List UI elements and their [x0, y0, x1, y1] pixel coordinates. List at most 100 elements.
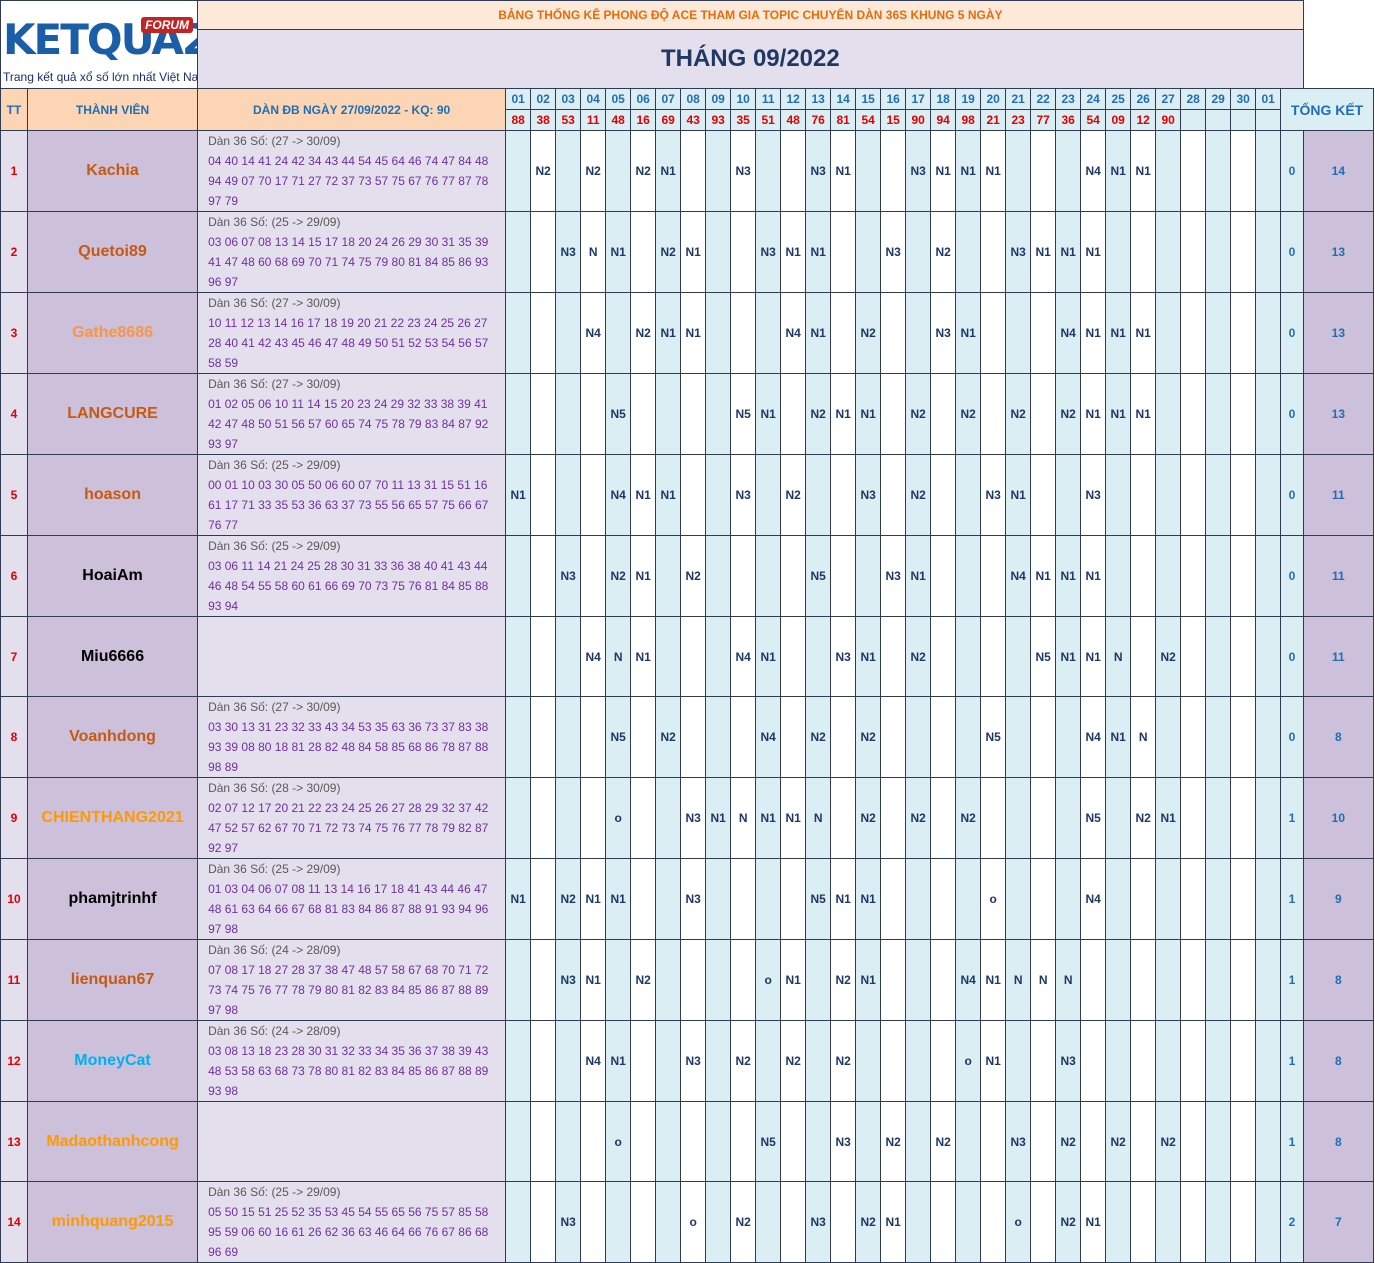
day-mark: [1255, 292, 1282, 374]
day-mark: [630, 1101, 657, 1182]
day-mark: N3: [855, 454, 882, 536]
member-name[interactable]: Miu6666: [26, 616, 199, 697]
day-mark: [730, 939, 757, 1021]
day-mark: [1230, 292, 1257, 374]
day-mark: N2: [1155, 1101, 1182, 1182]
number-set-range: Dàn 36 Số: (24 -> 28/09): [208, 1024, 341, 1038]
member-name[interactable]: Kachia: [26, 130, 199, 212]
day-mark: N4: [955, 939, 982, 1021]
day-mark: N1: [780, 939, 807, 1021]
member-name[interactable]: CHIENTHANG2021: [26, 777, 199, 859]
result-number: 23: [1005, 109, 1032, 131]
day-mark: N2: [630, 292, 657, 374]
day-mark: [1255, 211, 1282, 293]
day-mark: N2: [830, 939, 857, 1021]
member-name[interactable]: lienquan67: [26, 939, 199, 1021]
day-mark: [1105, 211, 1132, 293]
day-mark: N1: [680, 211, 707, 293]
day-mark: N5: [730, 373, 757, 455]
member-name[interactable]: LANGCURE: [26, 373, 199, 455]
number-set: [197, 1101, 507, 1182]
day-mark: [1055, 130, 1082, 212]
day-mark: [530, 858, 557, 940]
member-name[interactable]: MoneyCat: [26, 1020, 199, 1102]
summary-count: 2: [1280, 1181, 1304, 1263]
row-index: 2: [0, 211, 28, 293]
day-mark: [980, 1101, 1007, 1182]
day-header: 23: [1055, 88, 1082, 110]
day-mark: [730, 211, 757, 293]
day-mark: N2: [905, 777, 932, 859]
result-number: 36: [1055, 109, 1082, 131]
day-mark: N3: [830, 616, 857, 697]
number-set-values: 04 40 14 41 24 42 34 43 44 54 45 64 46 7…: [208, 154, 489, 208]
day-mark: [980, 535, 1007, 617]
day-mark: [1180, 292, 1207, 374]
day-mark: [655, 777, 682, 859]
row-index: 9: [0, 777, 28, 859]
day-mark: N1: [630, 616, 657, 697]
day-mark: N3: [555, 939, 582, 1021]
day-mark: [1230, 535, 1257, 617]
day-mark: N3: [730, 130, 757, 212]
member-name[interactable]: hoason: [26, 454, 199, 536]
number-set-values: 10 11 12 13 14 16 17 18 19 20 21 22 23 2…: [208, 316, 489, 370]
member-name[interactable]: Madaothanhcong: [26, 1101, 199, 1182]
day-mark: [705, 292, 732, 374]
day-mark: [1155, 1181, 1182, 1263]
day-mark: N1: [1080, 616, 1107, 697]
number-set-range: Dàn 36 Số: (27 -> 30/09): [208, 377, 341, 391]
day-mark: N2: [630, 939, 657, 1021]
day-mark: [1180, 696, 1207, 778]
day-mark: N3: [980, 454, 1007, 536]
member-name[interactable]: Gathe8686: [26, 292, 199, 374]
day-mark: [980, 777, 1007, 859]
day-mark: [1030, 1020, 1057, 1102]
day-mark: N: [1030, 939, 1057, 1021]
day-mark: [805, 939, 832, 1021]
summary-count: 1: [1280, 1101, 1304, 1182]
summary-count: 0: [1280, 373, 1304, 455]
day-mark: N1: [805, 211, 832, 293]
table-row: 4 LANGCURE Dàn 36 Số: (27 -> 30/09) 01 02 0…: [0, 373, 1375, 455]
day-mark: [880, 1020, 907, 1102]
summary-count: 0: [1280, 616, 1304, 697]
result-number: 12: [1130, 109, 1157, 131]
summary-total: 7: [1302, 1181, 1375, 1263]
summary-total: 8: [1302, 696, 1375, 778]
day-mark: [1180, 939, 1207, 1021]
day-mark: [1130, 858, 1157, 940]
member-name[interactable]: Voanhdong: [26, 696, 199, 778]
day-header: 22: [1030, 88, 1057, 110]
day-mark: [905, 1020, 932, 1102]
day-mark: [1205, 454, 1232, 536]
day-mark: N3: [680, 858, 707, 940]
day-mark: [980, 292, 1007, 374]
member-name[interactable]: minhquang2015: [26, 1181, 199, 1263]
day-mark: [1105, 454, 1132, 536]
day-mark: N1: [1080, 1181, 1107, 1263]
result-number: 69: [655, 109, 682, 131]
table-row: 6 HoaiAm Dàn 36 Số: (25 -> 29/09) 03 06 11 …: [0, 535, 1375, 617]
day-header: 18: [930, 88, 957, 110]
member-name[interactable]: HoaiAm: [26, 535, 199, 617]
member-name[interactable]: phamjtrinhf: [26, 858, 199, 940]
site-logo[interactable]: KETQUA2 FORUM Trang kết quả xổ số lớn nh…: [0, 0, 199, 89]
day-mark: N4: [580, 1020, 607, 1102]
table-row: 12 MoneyCat Dàn 36 Số: (24 -> 28/09) 03 08 …: [0, 1020, 1375, 1102]
day-mark: N5: [1030, 616, 1057, 697]
member-name[interactable]: Quetoi89: [26, 211, 199, 293]
table-row: 11 lienquan67 Dàn 36 Số: (24 -> 28/09) 07 0…: [0, 939, 1375, 1021]
day-mark: N1: [580, 858, 607, 940]
day-mark: N1: [1055, 616, 1082, 697]
day-header: 02: [530, 88, 557, 110]
day-mark: [505, 1101, 532, 1182]
day-mark: [1155, 696, 1182, 778]
day-mark: N3: [730, 454, 757, 536]
day-mark: N4: [1080, 858, 1107, 940]
day-mark: [955, 1181, 982, 1263]
number-set-range: Dàn 36 Số: (27 -> 30/09): [208, 134, 341, 148]
day-mark: [1030, 373, 1057, 455]
day-mark: [1255, 1181, 1282, 1263]
day-mark: N2: [1055, 1101, 1082, 1182]
